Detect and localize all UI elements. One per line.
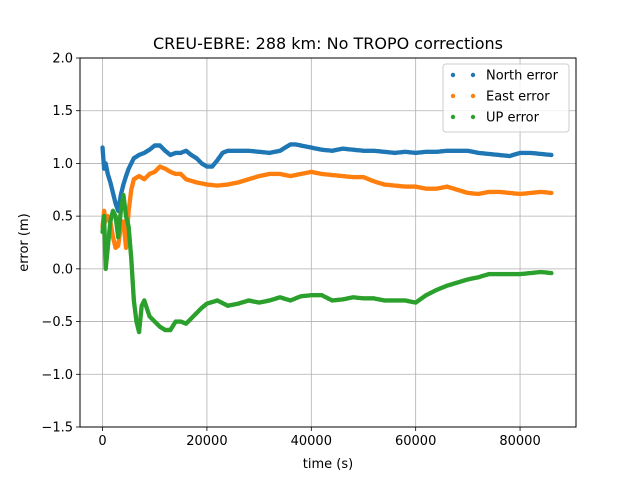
x-tick-label: 40000 [291,434,332,449]
x-tick-label: 60000 [395,434,436,449]
chart-title: CREU-EBRE: 288 km: No TROPO corrections [153,34,503,53]
y-tick-label: 1.0 [52,157,73,172]
x-axis: 0 20000 40000 60000 80000 [98,427,541,449]
legend-entry-north-error: North error [450,69,559,84]
x-axis-label: time (s) [303,457,353,472]
series-up-error [100,192,554,335]
y-tick-label: −1.0 [41,368,73,383]
plot-frame [79,57,577,428]
y-tick-label: 1.5 [52,104,73,119]
series-north-error [100,142,554,214]
y-tick-label: 0.5 [52,210,73,225]
y-tick-label: 0.0 [52,262,73,277]
legend-marker [450,114,456,120]
legend-box [442,63,570,133]
legend-marker [470,93,476,99]
y-axis: −1.5 −1.0 −0.5 0.0 0.5 1.0 1.5 2.0 [41,52,80,436]
legend-entry-east-error: East error [450,90,550,105]
legend-marker [470,114,476,120]
x-tick-label: 80000 [499,434,540,449]
y-tick-label: −0.5 [41,315,73,330]
y-axis-label: error (m) [17,213,32,271]
x-tick-label: 20000 [186,434,227,449]
x-tick-label: 0 [98,434,106,449]
legend-label: UP error [486,111,540,126]
data-point [549,270,554,276]
legend-label: North error [486,69,559,84]
grid [80,57,576,428]
data-point [549,152,554,158]
data-point [549,190,554,196]
y-tick-label: 2.0 [52,52,73,67]
legend-marker [470,72,476,78]
legend-entry-up-error: UP error [450,111,540,126]
y-tick-label: −1.5 [41,421,73,436]
legend: North error East error UP error [442,63,570,133]
legend-marker [450,72,456,78]
legend-label: East error [486,90,550,105]
series-layer [100,142,554,335]
legend-marker [450,93,456,99]
